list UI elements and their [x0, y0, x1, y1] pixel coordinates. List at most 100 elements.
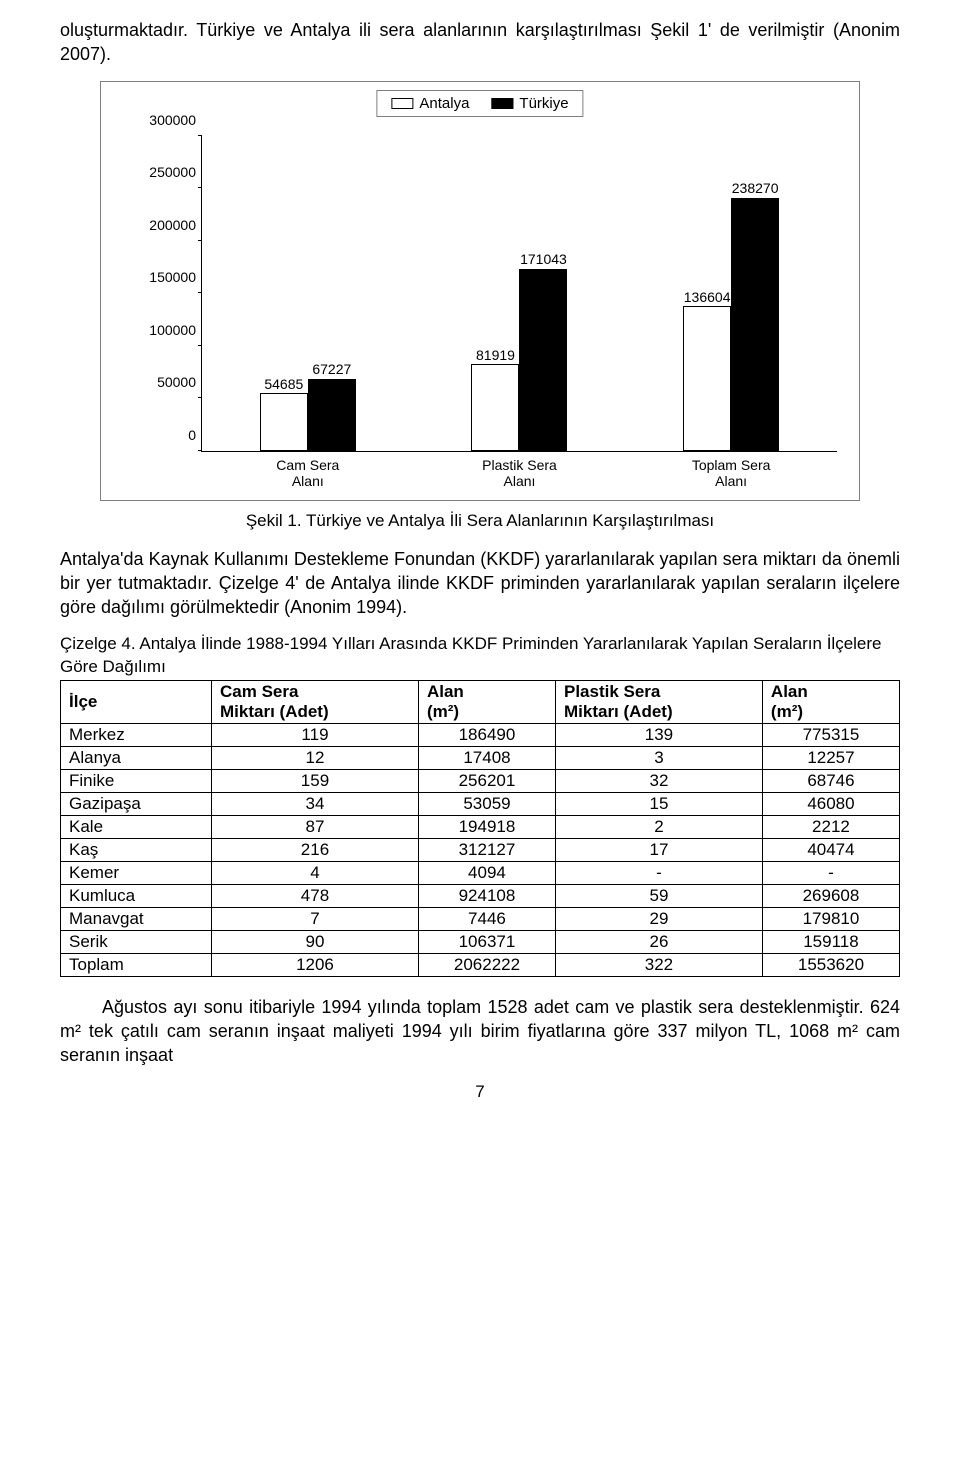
y-tick-label: 150000 — [146, 269, 196, 285]
table-row: Serik9010637126159118 — [61, 930, 900, 953]
table-row: Kumluca47892410859269608 — [61, 884, 900, 907]
legend-label-turkiye: Türkiye — [519, 95, 568, 112]
legend-swatch-solid — [491, 98, 513, 109]
intro-paragraph: oluşturmaktadır. Türkiye ve Antalya ili … — [60, 18, 900, 67]
y-tick-label: 200000 — [146, 217, 196, 233]
cell-value: 15 — [555, 792, 762, 815]
cell-value: 2212 — [762, 815, 899, 838]
table-row: Kaş2163121271740474 — [61, 838, 900, 861]
bar-group: 5468567227Cam SeraAlanı — [219, 379, 397, 450]
bar-turkiye: 171043 — [519, 269, 567, 450]
cell-value: 2062222 — [418, 953, 555, 976]
cell-ilce: Manavgat — [61, 907, 212, 930]
cell-ilce: Kemer — [61, 861, 212, 884]
cell-ilce: Kumluca — [61, 884, 212, 907]
cell-value: 34 — [212, 792, 419, 815]
cell-value: 87 — [212, 815, 419, 838]
y-tick-mark — [198, 345, 202, 346]
cell-value: 46080 — [762, 792, 899, 815]
table-row: Gazipaşa34530591546080 — [61, 792, 900, 815]
cell-value: 775315 — [762, 723, 899, 746]
x-category-label: Toplam SeraAlanı — [692, 457, 771, 491]
cell-ilce: Gazipaşa — [61, 792, 212, 815]
table-row: Kemer44094-- — [61, 861, 900, 884]
cell-value: 7446 — [418, 907, 555, 930]
bar-antalya: 136604 — [683, 306, 731, 451]
th-plastik-l2: Miktarı (Adet) — [564, 702, 673, 721]
table-row: Merkez119186490139775315 — [61, 723, 900, 746]
cell-ilce: Finike — [61, 769, 212, 792]
th-alan-cam: Alan (m²) — [418, 680, 555, 723]
cell-value: 2 — [555, 815, 762, 838]
bar-antalya: 54685 — [260, 393, 308, 451]
cell-value: 17408 — [418, 746, 555, 769]
y-tick-mark — [198, 135, 202, 136]
bar-turkiye: 67227 — [308, 379, 356, 450]
cell-ilce: Alanya — [61, 746, 212, 769]
cell-value: - — [555, 861, 762, 884]
th-cam-l1: Cam Sera — [220, 682, 298, 701]
cell-value: 53059 — [418, 792, 555, 815]
bar-group: 81919171043Plastik SeraAlanı — [431, 269, 609, 450]
cell-value: 90 — [212, 930, 419, 953]
y-tick-label: 0 — [146, 427, 196, 443]
th-alan1-l2: (m²) — [427, 702, 459, 721]
bar-value-label: 238270 — [732, 180, 779, 196]
x-category-label: Cam SeraAlanı — [276, 457, 339, 491]
table-row: Toplam120620622223221553620 — [61, 953, 900, 976]
body-paragraph-2: Ağustos ayı sonu itibariyle 1994 yılında… — [60, 995, 900, 1068]
y-tick-label: 250000 — [146, 164, 196, 180]
cell-value: 3 — [555, 746, 762, 769]
cell-value: 29 — [555, 907, 762, 930]
cell-value: 26 — [555, 930, 762, 953]
cell-value: 17 — [555, 838, 762, 861]
legend-label-antalya: Antalya — [419, 95, 469, 112]
y-tick-label: 100000 — [146, 322, 196, 338]
y-tick-label: 50000 — [146, 374, 196, 390]
bar-group: 136604238270Toplam SeraAlanı — [642, 198, 820, 451]
table-row: Alanya1217408312257 — [61, 746, 900, 769]
cell-value: 1553620 — [762, 953, 899, 976]
table-caption: Çizelge 4. Antalya İlinde 1988-1994 Yıll… — [60, 633, 900, 677]
y-tick-mark — [198, 240, 202, 241]
page-number: 7 — [60, 1082, 900, 1102]
data-table: İlçe Cam Sera Miktarı (Adet) Alan (m²) P… — [60, 680, 900, 977]
cell-value: 312127 — [418, 838, 555, 861]
bars-container: 5468567227Cam SeraAlanı 81919171043Plasti… — [202, 136, 837, 451]
bar-value-label: 171043 — [520, 251, 567, 267]
cell-value: 179810 — [762, 907, 899, 930]
cell-value: 59 — [555, 884, 762, 907]
cell-value: 269608 — [762, 884, 899, 907]
th-alan2-l2: (m²) — [771, 702, 803, 721]
cell-value: 159 — [212, 769, 419, 792]
legend-antalya: Antalya — [391, 95, 469, 112]
cell-value: 1206 — [212, 953, 419, 976]
cell-value: 159118 — [762, 930, 899, 953]
th-cam-l2: Miktarı (Adet) — [220, 702, 329, 721]
th-ilce: İlçe — [61, 680, 212, 723]
table-row: Finike1592562013268746 — [61, 769, 900, 792]
table-row: Kale8719491822212 — [61, 815, 900, 838]
cell-value: 194918 — [418, 815, 555, 838]
th-plastik-sera: Plastik Sera Miktarı (Adet) — [555, 680, 762, 723]
legend-swatch-hollow — [391, 98, 413, 109]
table-row: Manavgat7744629179810 — [61, 907, 900, 930]
cell-value: 4094 — [418, 861, 555, 884]
table-body: Merkez119186490139775315Alanya1217408312… — [61, 723, 900, 976]
th-alan2-l1: Alan — [771, 682, 808, 701]
cell-ilce: Kaş — [61, 838, 212, 861]
bar-value-label: 136604 — [684, 289, 731, 305]
body-paragraph-1: Antalya'da Kaynak Kullanımı Destekleme F… — [60, 547, 900, 620]
bar-value-label: 54685 — [264, 376, 303, 392]
cell-ilce: Toplam — [61, 953, 212, 976]
th-alan1-l1: Alan — [427, 682, 464, 701]
cell-value: 4 — [212, 861, 419, 884]
cell-value: 256201 — [418, 769, 555, 792]
bar-value-label: 67227 — [312, 361, 351, 377]
cell-value: 478 — [212, 884, 419, 907]
cell-value: 12 — [212, 746, 419, 769]
cell-value: - — [762, 861, 899, 884]
th-cam-sera: Cam Sera Miktarı (Adet) — [212, 680, 419, 723]
cell-value: 139 — [555, 723, 762, 746]
chart-caption: Şekil 1. Türkiye ve Antalya İli Sera Ala… — [60, 511, 900, 531]
